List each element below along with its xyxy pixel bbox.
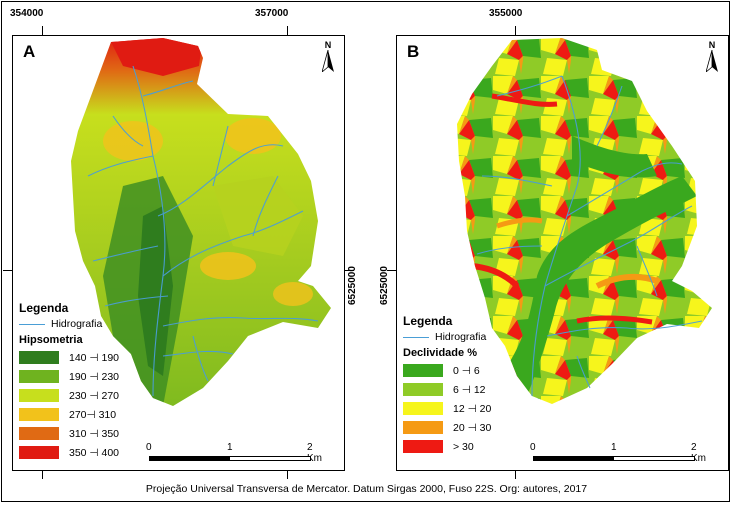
legend-class-title-b: Declividade % bbox=[403, 347, 477, 359]
north-arrow-icon bbox=[321, 49, 334, 74]
coord-tick bbox=[42, 26, 43, 35]
coord-tick bbox=[515, 26, 516, 35]
coord-tick bbox=[287, 26, 288, 35]
north-arrow-b: N bbox=[704, 40, 720, 74]
legend-row-b: 20 ⊣ 30 bbox=[403, 418, 491, 437]
scale-segment-dark bbox=[150, 457, 230, 460]
legend-class-label: 270⊣ 310 bbox=[69, 408, 117, 421]
legend-class-label: 350 ⊣ 400 bbox=[69, 446, 120, 459]
scale-label: 2 Km bbox=[691, 442, 706, 464]
scale-segment-dark bbox=[534, 457, 614, 460]
map-panel-hypsometry: A N Legenda Hidrografia Hipsometria 140 … bbox=[12, 35, 345, 471]
coord-a-top-354000: 354000 bbox=[10, 8, 44, 19]
coord-tick bbox=[287, 471, 288, 479]
scale-label: 0 bbox=[530, 442, 536, 453]
hydro-line-icon bbox=[403, 336, 429, 338]
legend-hydro-label-a: Hidrografia bbox=[51, 318, 103, 330]
north-arrow-icon bbox=[705, 49, 718, 74]
legend-hydro-b: Hidrografia bbox=[403, 331, 491, 343]
legend-swatch bbox=[403, 383, 443, 396]
map-panel-slope: B N Legenda Hidrografia Declividade % 0 … bbox=[396, 35, 729, 471]
legend-class-label: 20 ⊣ 30 bbox=[453, 421, 492, 434]
legend-row-b: 12 ⊣ 20 bbox=[403, 399, 491, 418]
north-arrow-a: N bbox=[320, 40, 336, 74]
legend-hydro-label-b: Hidrografia bbox=[435, 331, 487, 343]
hydro-line-icon bbox=[19, 323, 45, 325]
legend-swatch bbox=[403, 364, 443, 377]
scale-label: 0 bbox=[146, 442, 152, 453]
legend-hydro-a: Hidrografia bbox=[19, 318, 119, 330]
legend-title-b: Legenda bbox=[403, 314, 453, 328]
legend-swatch bbox=[19, 446, 59, 459]
scale-labels-a: 0 1 2 Km bbox=[146, 442, 322, 464]
legend-class-label: > 30 bbox=[453, 440, 474, 453]
legend-row-a: 350 ⊣ 400 bbox=[19, 443, 119, 462]
legend-class-label: 0 ⊣ 6 bbox=[453, 364, 480, 377]
legend-class-label: 140 ⊣ 190 bbox=[69, 351, 120, 364]
legend-swatch bbox=[19, 370, 59, 383]
coord-tick bbox=[345, 270, 354, 271]
legend-row-a: 310 ⊣ 350 bbox=[19, 424, 119, 443]
coord-tick bbox=[387, 270, 396, 271]
legend-row-b: > 30 bbox=[403, 437, 491, 456]
scale-labels-b: 0 1 2 Km bbox=[530, 442, 706, 464]
panel-letter-a: A bbox=[23, 42, 36, 61]
legend-row-b: 0 ⊣ 6 bbox=[403, 361, 491, 380]
coord-tick bbox=[3, 270, 12, 271]
legend-b: Legenda Hidrografia Declividade % 0 ⊣ 6 … bbox=[403, 314, 491, 456]
legend-swatch bbox=[403, 440, 443, 453]
legend-row-a: 190 ⊣ 230 bbox=[19, 367, 119, 386]
legend-swatch bbox=[403, 402, 443, 415]
legend-title-a: Legenda bbox=[19, 301, 69, 315]
north-label-a: N bbox=[324, 40, 332, 50]
legend-class-title-a: Hipsometria bbox=[19, 334, 83, 346]
legend-row-a: 140 ⊣ 190 bbox=[19, 348, 119, 367]
scale-bar-graphic bbox=[533, 456, 695, 461]
legend-row-a: 230 ⊣ 270 bbox=[19, 386, 119, 405]
scale-label: 2 Km bbox=[307, 442, 322, 464]
coord-tick bbox=[515, 471, 516, 479]
scale-bar-a: 0 1 2 Km bbox=[146, 442, 322, 464]
coord-b-top-355000: 355000 bbox=[489, 8, 523, 19]
legend-class-label: 230 ⊣ 270 bbox=[69, 389, 120, 402]
legend-class-label: 6 ⊣ 12 bbox=[453, 383, 486, 396]
scale-segment-light bbox=[230, 457, 310, 460]
legend-row-b: 6 ⊣ 12 bbox=[403, 380, 491, 399]
coord-a-top-357000: 357000 bbox=[255, 8, 289, 19]
scale-bar-b: 0 1 2 Km bbox=[530, 442, 706, 464]
legend-class-label: 310 ⊣ 350 bbox=[69, 427, 120, 440]
hypsometry-map bbox=[71, 38, 331, 406]
legend-a: Legenda Hidrografia Hipsometria 140 ⊣ 19… bbox=[19, 301, 119, 462]
legend-class-label: 12 ⊣ 20 bbox=[453, 402, 492, 415]
scale-bar-graphic bbox=[149, 456, 311, 461]
scale-label: 1 bbox=[227, 442, 233, 453]
legend-row-a: 270⊣ 310 bbox=[19, 405, 119, 424]
legend-swatch bbox=[19, 408, 59, 421]
legend-swatch bbox=[19, 427, 59, 440]
coord-tick bbox=[42, 471, 43, 479]
figure-caption: Projeção Universal Transversa de Mercato… bbox=[145, 483, 588, 495]
scale-segment-light bbox=[614, 457, 694, 460]
panel-letter-b: B bbox=[407, 42, 420, 61]
legend-swatch bbox=[403, 421, 443, 434]
slope-map bbox=[457, 38, 712, 404]
legend-class-label: 190 ⊣ 230 bbox=[69, 370, 120, 383]
north-label-b: N bbox=[708, 40, 716, 50]
legend-swatch bbox=[19, 389, 59, 402]
scale-label: 1 bbox=[611, 442, 617, 453]
legend-swatch bbox=[19, 351, 59, 364]
